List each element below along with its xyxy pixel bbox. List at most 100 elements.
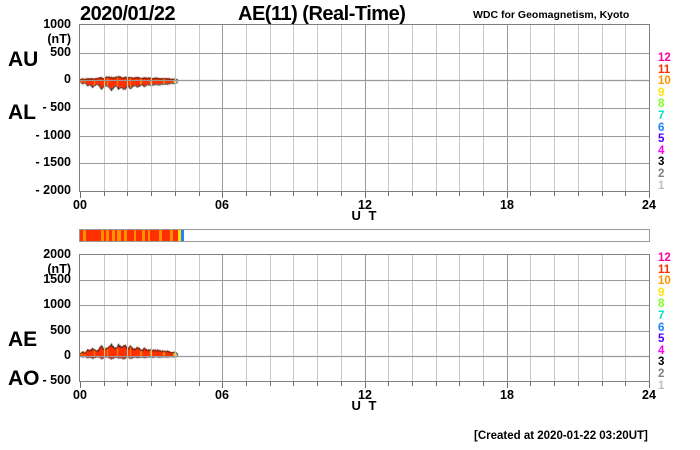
x-tick-mark (483, 192, 484, 196)
legend-item-10: 10 (658, 75, 671, 88)
x-tick-mark (459, 192, 460, 196)
coverage-segment (114, 230, 118, 241)
credit-label: WDC for Geomagnetism, Kyoto (473, 9, 630, 21)
gridline-vertical (602, 255, 603, 381)
gridline-horizontal (80, 356, 649, 357)
x-tick-label: 18 (500, 388, 514, 402)
x-tick-mark (175, 192, 176, 196)
x-tick-mark (80, 382, 81, 388)
legend-bottom: 12 11 10 9 8 7 6 5 4 3 2 1 (658, 252, 684, 392)
x-tick-label: 06 (215, 388, 229, 402)
gridline-vertical (625, 255, 626, 381)
gridline-vertical (554, 255, 555, 381)
legend-item-12: 12 (658, 252, 671, 264)
x-tick-mark (436, 192, 437, 196)
y-tick-label: - 500 (42, 373, 72, 387)
legend-item-9: 9 (658, 286, 665, 299)
legend-item-2: 2 (658, 167, 665, 180)
coverage-segment (124, 230, 128, 241)
x-tick-mark (199, 382, 200, 386)
coverage-segment (173, 230, 179, 241)
bottom-panel-unit: (nT) (47, 262, 71, 276)
page-title-date: 2020/01/22 (80, 3, 176, 25)
gridline-vertical (222, 255, 223, 381)
y-tick-label: - 2000 (35, 183, 71, 197)
x-tick-label: 12 (358, 388, 372, 402)
x-tick-mark (483, 382, 484, 386)
au-series-label: AU (8, 48, 39, 71)
coverage-segment (103, 230, 106, 241)
gridline-vertical (270, 255, 271, 381)
y-tick-label: 1000 (43, 17, 71, 31)
x-tick-mark (222, 382, 223, 388)
x-tick-mark (625, 192, 626, 196)
gridline-vertical (317, 255, 318, 381)
x-tick-mark (388, 382, 389, 386)
coverage-segment (162, 230, 171, 241)
coverage-segment (159, 230, 163, 241)
x-tick-mark (341, 382, 342, 386)
gridline-vertical (341, 255, 342, 381)
x-tick-mark (554, 192, 555, 196)
x-tick-mark (530, 382, 531, 386)
coverage-segment (121, 230, 125, 241)
x-tick-mark (270, 192, 271, 196)
coverage-segment (148, 230, 151, 241)
legend-item-7: 7 (658, 309, 665, 322)
x-tick-mark (602, 382, 603, 386)
gridline-vertical (365, 255, 366, 381)
gridline-horizontal (80, 80, 649, 81)
x-tick-mark (175, 382, 176, 386)
y-tick-label: - 1000 (35, 127, 71, 142)
gridline-vertical (293, 255, 294, 381)
coverage-segment (141, 230, 145, 241)
created-timestamp: [Created at 2020-01-22 03:20UT] (474, 430, 648, 442)
legend-item-2: 2 (658, 367, 665, 380)
ae-ao-plot-area (79, 254, 650, 382)
ae-series-label: AE (8, 328, 38, 351)
x-tick-mark (104, 382, 105, 386)
gridline-vertical (104, 255, 105, 381)
x-tick-mark (127, 192, 128, 196)
legend-item-10: 10 (658, 275, 671, 288)
x-tick-mark (578, 192, 579, 196)
x-tick-mark (293, 382, 294, 386)
gridline-vertical (246, 255, 247, 381)
x-tick-mark (365, 382, 366, 388)
legend-top: 12 11 10 9 8 7 6 5 4 3 2 1 (658, 52, 684, 192)
y-tick-label: 2000 (43, 247, 71, 261)
top-panel-unit: (nT) (47, 32, 71, 46)
gridline-vertical (175, 255, 176, 381)
x-tick-mark (388, 192, 389, 196)
coverage-segment (178, 230, 182, 241)
y-tick-label: 1000 (43, 297, 71, 312)
x-tick-mark (530, 192, 531, 196)
x-tick-mark (246, 192, 247, 196)
gridline-horizontal (80, 331, 649, 332)
gridline-vertical (578, 255, 579, 381)
y-tick-label: - 1500 (35, 155, 71, 170)
al-series-label: AL (8, 101, 36, 124)
x-tick-mark (507, 382, 508, 388)
gridline-horizontal (80, 53, 649, 54)
gridline-vertical (127, 255, 128, 381)
y-tick-label: 500 (50, 322, 71, 337)
coverage-segment (136, 230, 142, 241)
gridline-vertical (199, 255, 200, 381)
legend-item-1: 1 (658, 379, 665, 392)
x-tick-label: 18 (500, 198, 514, 212)
coverage-segment (181, 230, 184, 241)
gridline-vertical (507, 255, 508, 381)
y-tick-label: 0 (64, 347, 71, 362)
y-tick-label: - 500 (42, 100, 72, 114)
legend-item-11: 11 (658, 63, 671, 76)
x-tick-label: 00 (73, 388, 87, 402)
x-tick-mark (199, 192, 200, 196)
x-tick-mark (649, 382, 650, 388)
coverage-segment (105, 230, 110, 241)
coverage-segment (183, 230, 649, 241)
legend-item-3: 3 (658, 356, 665, 369)
bottom-xaxis-label: U T (351, 398, 379, 413)
x-tick-mark (151, 382, 152, 386)
legend-item-4: 4 (658, 344, 665, 357)
